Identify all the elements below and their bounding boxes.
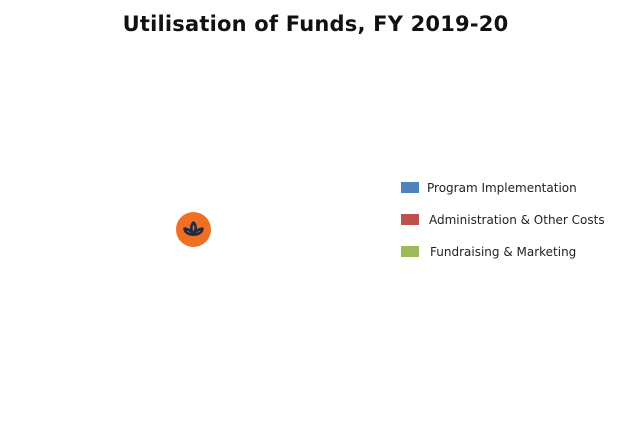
lotus-logo-icon: [176, 212, 211, 247]
legend-label: Program Implementation: [427, 181, 577, 195]
legend-label: Administration & Other Costs: [429, 213, 605, 227]
legend-swatch: [401, 182, 419, 193]
legend-swatch: [401, 246, 419, 257]
chart-title: Utilisation of Funds, FY 2019-20: [122, 12, 509, 36]
legend-swatch: [401, 214, 419, 225]
legend-label: Fundraising & Marketing: [430, 245, 577, 259]
